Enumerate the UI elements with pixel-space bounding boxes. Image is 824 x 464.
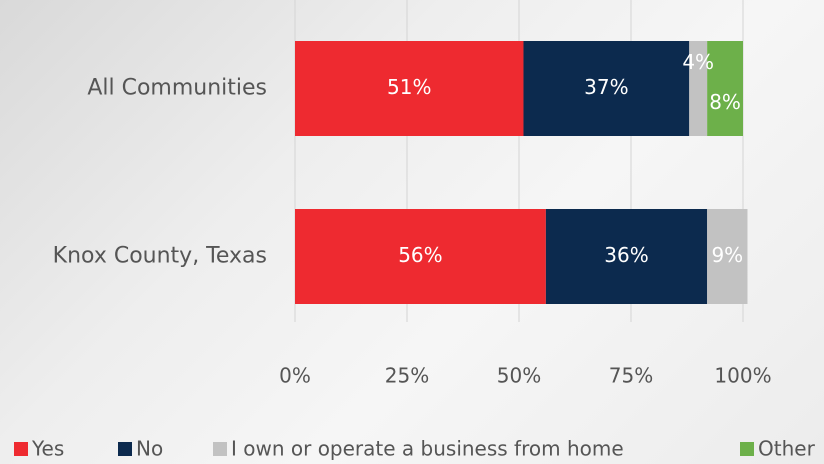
x-tick-label: 50% [497,364,541,388]
category-label: All Communities [87,76,267,101]
legend-label: No [136,437,163,461]
data-label: 51% [387,75,431,99]
legend-swatch [118,442,132,456]
data-label: 8% [709,90,741,114]
x-tick-label: 0% [279,364,311,388]
legend-swatch [740,442,754,456]
data-label: 4% [682,50,714,74]
data-label: 56% [398,243,442,267]
bar-segment [523,41,690,136]
bar-segment [689,41,708,136]
data-label: 9% [711,243,743,267]
x-tick-label: 75% [609,364,653,388]
legend-label: Other [758,437,816,461]
legend-label: Yes [31,437,64,461]
x-tick-label: 100% [714,364,771,388]
bar-segment [295,209,546,304]
legend-swatch [14,442,28,456]
bar-segment [707,209,748,304]
bar-segment [707,41,743,136]
legend-label: I own or operate a business from home [231,437,624,461]
bar-segment [295,41,524,136]
legend-swatch [213,442,227,456]
x-tick-label: 25% [385,364,429,388]
data-label: 37% [584,75,628,99]
data-label: 36% [604,243,648,267]
category-label: Knox County, Texas [53,244,267,269]
bar-segment [545,209,708,304]
